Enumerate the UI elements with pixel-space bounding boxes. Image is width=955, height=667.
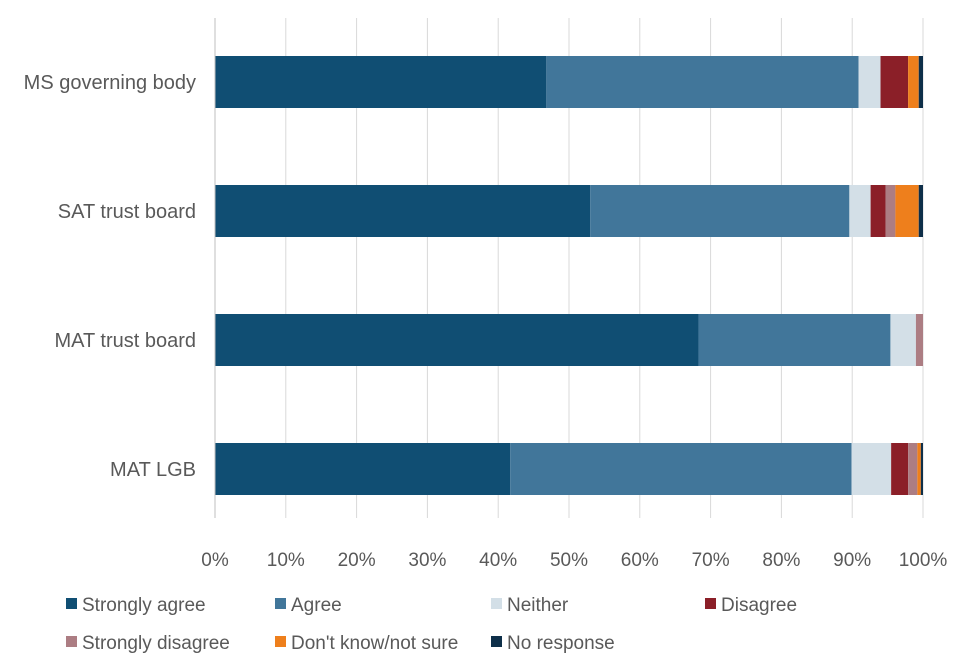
x-tick-label: 90%	[833, 550, 871, 571]
bar-segment	[849, 185, 871, 237]
legend-swatch	[491, 598, 502, 609]
bar-segment	[215, 443, 511, 495]
legend-label: Strongly agree	[82, 595, 206, 616]
x-tick-label: 50%	[550, 550, 588, 571]
x-tick-label: 60%	[621, 550, 659, 571]
bar-segment	[908, 443, 918, 495]
bar-segment	[890, 314, 916, 366]
legend-swatch	[275, 598, 286, 609]
x-tick-label: 70%	[692, 550, 730, 571]
legend-label: Agree	[291, 595, 342, 616]
bar-segment	[880, 56, 909, 108]
bar-segment	[917, 443, 921, 495]
bar-segment	[891, 443, 909, 495]
legend-label: No response	[507, 633, 615, 654]
x-tick-label: 30%	[408, 550, 446, 571]
bar-segment	[920, 443, 923, 495]
bar-segment	[918, 56, 923, 108]
bar-segment	[215, 314, 699, 366]
legend-label: Disagree	[721, 595, 797, 616]
legend-swatch	[491, 636, 502, 647]
category-label: MS governing body	[24, 72, 196, 94]
x-tick-label: 0%	[201, 550, 229, 571]
x-tick-labels: 0% 10% 20% 30% 40% 50% 60% 70% 80% 90% 100%	[201, 550, 947, 571]
x-tick-label: 80%	[762, 550, 800, 571]
category-label: MAT LGB	[110, 459, 196, 481]
bar-segment	[870, 185, 886, 237]
legend-swatch	[705, 598, 716, 609]
x-tick-label: 20%	[338, 550, 376, 571]
x-tick-label: 10%	[267, 550, 305, 571]
x-tick-label: 40%	[479, 550, 517, 571]
legend-label: Neither	[507, 595, 569, 616]
legend-label: Don't know/not sure	[291, 633, 458, 654]
bar-segment	[546, 56, 859, 108]
legend-swatch	[66, 636, 77, 647]
category-labels: MS governing body SAT trust board MAT trus…	[24, 72, 196, 481]
bar-segment	[215, 56, 547, 108]
bar-segment	[590, 185, 850, 237]
category-label: MAT trust board	[54, 330, 196, 352]
bar-segment	[215, 185, 591, 237]
bar-segment	[908, 56, 919, 108]
bar-segment	[698, 314, 891, 366]
bar-segment	[915, 314, 923, 366]
category-label: SAT trust board	[58, 201, 196, 223]
legend-swatch	[275, 636, 286, 647]
bar-segment	[918, 185, 923, 237]
bar-segment	[858, 56, 881, 108]
bar-segment	[895, 185, 919, 237]
bar-segment	[510, 443, 852, 495]
legend: Strongly agree Agree Neither Disagree Strong…	[66, 595, 797, 654]
legend-swatch	[66, 598, 77, 609]
legend-label: Strongly disagree	[82, 633, 230, 654]
bars	[215, 56, 923, 495]
bar-segment	[885, 185, 896, 237]
bar-segment	[851, 443, 892, 495]
x-tick-label: 100%	[899, 550, 948, 571]
